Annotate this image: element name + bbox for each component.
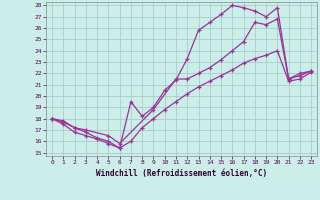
X-axis label: Windchill (Refroidissement éolien,°C): Windchill (Refroidissement éolien,°C) — [96, 169, 267, 178]
